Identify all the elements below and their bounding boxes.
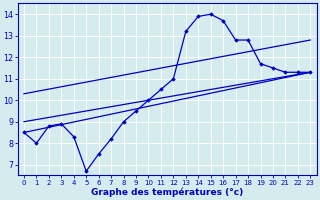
X-axis label: Graphe des températures (°c): Graphe des températures (°c) <box>91 187 243 197</box>
